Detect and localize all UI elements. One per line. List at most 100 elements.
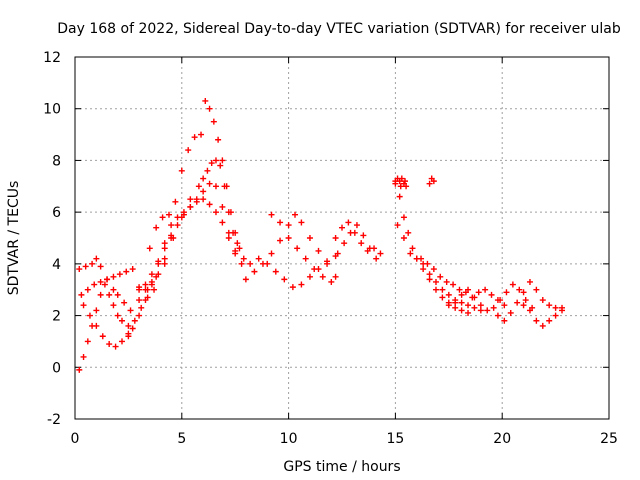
- data-point: [127, 307, 134, 314]
- data-point: [439, 294, 446, 301]
- data-point: [193, 198, 200, 205]
- data-point: [445, 302, 452, 309]
- data-point: [110, 273, 117, 280]
- data-point: [174, 214, 181, 221]
- data-point: [242, 276, 249, 283]
- data-point: [165, 211, 172, 218]
- y-tick-label: 12: [43, 50, 61, 66]
- data-point: [200, 175, 207, 182]
- x-tick-label: 20: [493, 431, 511, 447]
- data-point: [285, 222, 292, 229]
- data-point: [426, 276, 433, 283]
- data-point: [360, 232, 367, 239]
- data-point: [142, 297, 149, 304]
- data-point: [272, 268, 279, 275]
- data-point: [302, 255, 309, 262]
- data-point: [204, 167, 211, 174]
- data-point: [212, 209, 219, 216]
- data-point: [539, 297, 546, 304]
- data-point: [76, 266, 83, 273]
- data-point: [202, 97, 209, 104]
- data-point: [452, 304, 459, 311]
- data-point: [405, 229, 412, 236]
- data-point: [234, 240, 241, 247]
- data-point: [546, 317, 553, 324]
- chart-title: Day 168 of 2022, Sidereal Day-to-day VTE…: [57, 21, 621, 37]
- series-track-s: [392, 175, 437, 190]
- data-point: [458, 307, 465, 314]
- data-point: [439, 286, 446, 293]
- y-tick-label: 4: [52, 257, 61, 273]
- data-point: [82, 263, 89, 270]
- data-point: [168, 222, 175, 229]
- data-point: [409, 245, 416, 252]
- data-point: [223, 183, 230, 190]
- data-point: [503, 289, 510, 296]
- data-point: [277, 237, 284, 244]
- y-tick-label: -2: [47, 412, 61, 428]
- series-track-f: [136, 196, 245, 293]
- data-point: [452, 299, 459, 306]
- data-point: [347, 229, 354, 236]
- data-point: [110, 302, 117, 309]
- data-point: [131, 317, 138, 324]
- data-point: [497, 297, 504, 304]
- data-point: [101, 281, 108, 288]
- data-point: [458, 291, 465, 298]
- data-point: [227, 209, 234, 216]
- data-point: [465, 309, 472, 316]
- data-point: [93, 322, 100, 329]
- x-axis-label: GPS time / hours: [283, 459, 400, 475]
- data-point: [110, 286, 117, 293]
- data-point: [456, 286, 463, 293]
- data-point: [403, 183, 410, 190]
- series-track-p: [494, 278, 566, 324]
- data-point: [533, 317, 540, 324]
- y-tick-label: 0: [52, 360, 61, 376]
- data-point: [277, 219, 284, 226]
- data-point: [129, 325, 136, 332]
- data-point: [86, 312, 93, 319]
- data-point: [306, 273, 313, 280]
- data-point: [76, 366, 83, 373]
- data-point: [458, 299, 465, 306]
- data-point: [155, 271, 162, 278]
- data-point: [153, 224, 160, 231]
- data-point: [161, 245, 168, 252]
- axis-ticks: 0 5 10 15 20 25 -2 0 2 4 6 8 10 12: [43, 50, 618, 447]
- x-tick-label: 10: [280, 431, 298, 447]
- data-point: [465, 302, 472, 309]
- data-point: [129, 266, 136, 273]
- data-point: [93, 307, 100, 314]
- data-point: [400, 235, 407, 241]
- data-point: [97, 263, 104, 270]
- data-point: [136, 297, 143, 304]
- data-point: [397, 183, 404, 190]
- data-point: [212, 157, 219, 164]
- data-point: [225, 229, 232, 236]
- data-point: [219, 203, 226, 210]
- data-point: [174, 222, 181, 229]
- data-point: [225, 235, 232, 241]
- data-point: [142, 286, 149, 293]
- data-point: [268, 211, 275, 218]
- data-point: [255, 255, 262, 262]
- series-track-q: [520, 302, 566, 329]
- data-point: [219, 157, 226, 164]
- data-point: [268, 250, 275, 257]
- series-track-g: [242, 211, 339, 283]
- data-point: [509, 281, 516, 288]
- data-point: [507, 309, 514, 316]
- data-point: [285, 235, 292, 241]
- data-point: [324, 258, 331, 265]
- data-point: [426, 271, 433, 278]
- data-point: [407, 250, 414, 257]
- data-point: [93, 255, 100, 262]
- data-point: [484, 307, 491, 314]
- series-track-d: [80, 286, 158, 350]
- data-point: [292, 211, 299, 218]
- data-point: [552, 304, 559, 311]
- data-point: [148, 271, 155, 278]
- data-point: [125, 333, 132, 340]
- data-point: [125, 322, 132, 329]
